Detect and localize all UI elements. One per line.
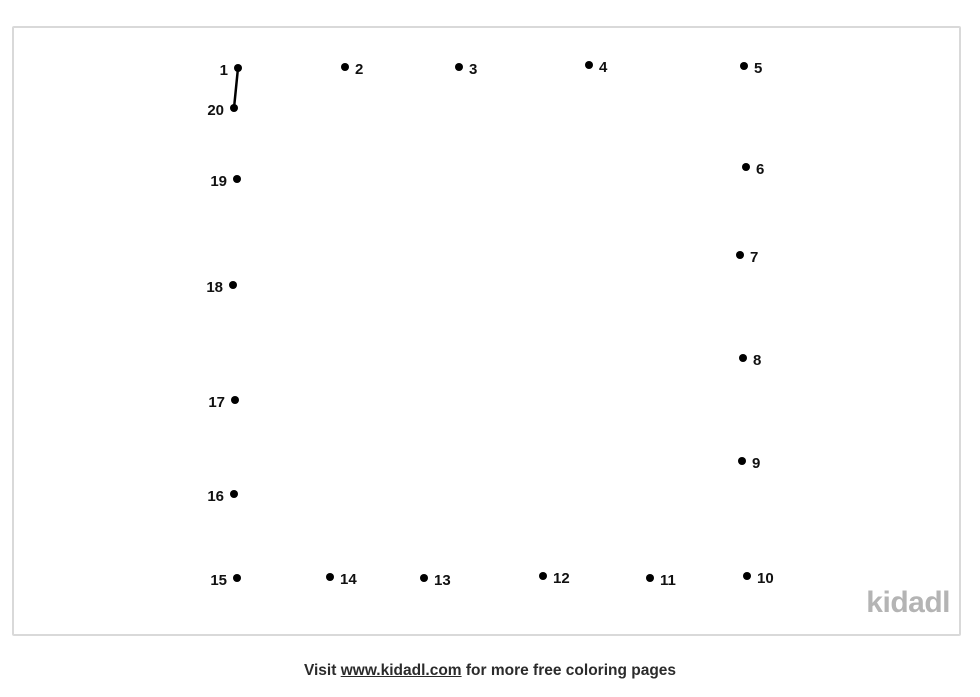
dot-number: 7 xyxy=(750,249,759,266)
dot-marker xyxy=(233,175,241,183)
dot-marker xyxy=(420,574,428,582)
dot-number: 17 xyxy=(208,394,225,411)
dot-number: 5 xyxy=(754,60,763,77)
dot-number: 16 xyxy=(207,488,224,505)
dot-marker xyxy=(742,163,750,171)
dot-marker xyxy=(539,572,547,580)
dot-number: 14 xyxy=(340,571,357,588)
dot-number: 15 xyxy=(210,572,227,589)
kidadl-logo: kidadl xyxy=(866,586,950,619)
dot-marker xyxy=(229,281,237,289)
footer-note: Visit www.kidadl.com for more free color… xyxy=(0,660,980,682)
dot-number: 10 xyxy=(757,570,774,587)
dot-marker xyxy=(738,457,746,465)
dot-number: 9 xyxy=(752,455,761,472)
dot-number: 18 xyxy=(206,279,223,296)
dot-number: 3 xyxy=(469,61,478,78)
dot-marker xyxy=(234,64,242,72)
dot-marker xyxy=(341,63,349,71)
dot-number: 6 xyxy=(756,161,765,178)
dot-number: 11 xyxy=(660,572,676,589)
dot-marker xyxy=(646,574,654,582)
dot-number: 4 xyxy=(599,59,608,76)
worksheet-border xyxy=(12,26,961,636)
dot-number: 1 xyxy=(219,62,228,79)
dot-marker xyxy=(743,572,751,580)
dot-number: 12 xyxy=(553,570,570,587)
dot-marker xyxy=(231,396,239,404)
dot-number: 13 xyxy=(434,572,451,589)
footer-text-prefix: Visit xyxy=(303,662,341,679)
dot-number: 8 xyxy=(753,352,762,369)
dot-marker xyxy=(230,490,238,498)
dot-marker xyxy=(230,104,238,112)
dot-marker xyxy=(233,574,241,582)
dot-marker xyxy=(455,63,463,71)
dot-marker xyxy=(736,251,744,259)
dot-number: 20 xyxy=(207,102,224,119)
dot-marker xyxy=(740,62,748,70)
kidadl-link[interactable]: www.kidadl.com xyxy=(340,662,462,679)
dot-marker xyxy=(585,61,593,69)
footer-text-suffix: for more free coloring pages xyxy=(461,662,677,679)
dot-number: 2 xyxy=(355,61,364,78)
dot-number: 19 xyxy=(210,173,227,190)
dot-marker xyxy=(326,573,334,581)
dot-marker xyxy=(739,354,747,362)
